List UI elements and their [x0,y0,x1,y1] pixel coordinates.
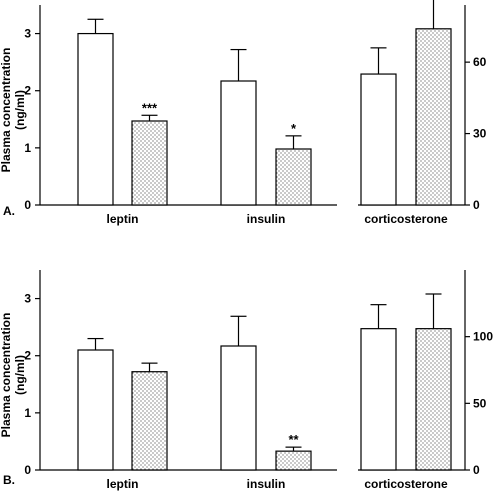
left-tick-label: 1 [24,141,31,155]
y-axis-label: Plasma concentration [0,48,13,173]
panel-label: A. [3,204,15,218]
right-tick-label: 0 [473,463,480,477]
bar-leptin-treated [131,371,168,471]
bar-insulin-treated [275,450,312,471]
bar-leptin-control [77,32,114,206]
right-tick-label: 60 [473,55,487,69]
bar-leptin-treated [131,120,168,206]
category-label-corticosterone: corticosterone [364,212,448,226]
left-tick-label: 2 [24,84,31,98]
y-axis-label-unit: (ng/ml) [13,355,27,395]
left-tick-label: 3 [24,27,31,41]
chart-panel-b: 0 1 2 3 0 50 100 Plasma concentration (ng/ml) B. l… [0,270,493,491]
bar-leptin-control [77,349,114,471]
right-tick-label: 100 [473,330,493,344]
category-label-insulin: insulin [247,477,286,491]
y-axis-label-unit: (ng/ml) [13,90,27,130]
bar-insulin-treated [275,148,312,206]
bar-corticosterone-treated [415,28,452,206]
right-tick-label: 0 [473,198,480,212]
panel-label: B. [3,473,15,487]
left-tick-label: 3 [24,292,31,306]
bar-corticosterone-control [360,73,397,206]
significance-marker: * [291,121,297,136]
significance-marker: ** [288,432,299,447]
left-tick-label: 2 [24,349,31,363]
category-label-insulin: insulin [247,212,286,226]
bar-corticosterone-control [360,328,397,471]
left-tick-label: 0 [24,463,31,477]
category-label-corticosterone: corticosterone [364,477,448,491]
category-label-leptin: leptin [107,477,139,491]
bar-insulin-control [220,80,257,206]
right-tick-label: 30 [473,127,487,141]
bar-corticosterone-treated [415,328,452,471]
left-tick-label: 0 [24,198,31,212]
bar-insulin-control [220,345,257,471]
category-label-leptin: leptin [107,212,139,226]
significance-marker: *** [142,100,158,115]
right-tick-label: 50 [473,396,487,410]
y-axis-label: Plasma concentration [0,313,13,438]
left-tick-label: 1 [24,406,31,420]
